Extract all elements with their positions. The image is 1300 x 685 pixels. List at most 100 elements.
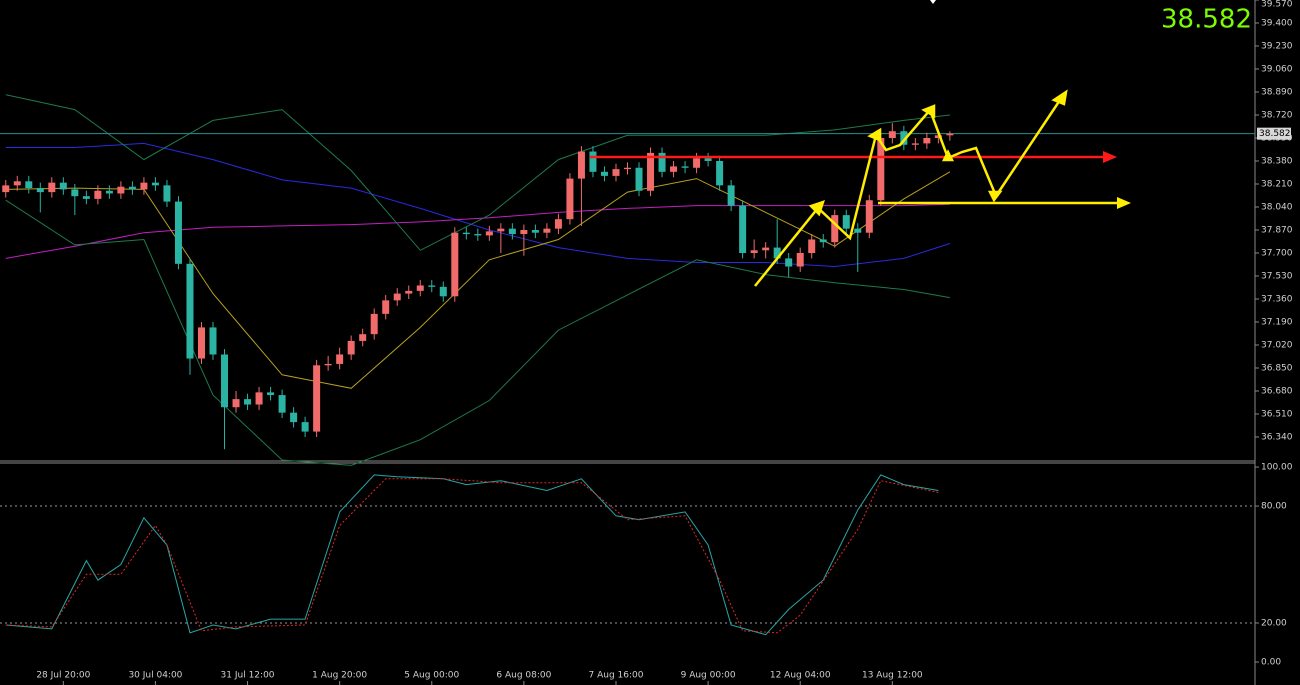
- candle-body: [900, 131, 908, 145]
- candle-body: [600, 171, 608, 176]
- candle-body: [267, 392, 275, 396]
- candle-body: [462, 232, 470, 235]
- arrow-head: [808, 200, 825, 217]
- candle-body: [82, 196, 90, 199]
- y-tick-label: 39.230: [1261, 42, 1293, 52]
- candle-body: [151, 182, 159, 186]
- candle-body: [128, 186, 136, 190]
- y-tick-label: 36.510: [1261, 410, 1293, 420]
- drawings: [590, 0, 1131, 287]
- x-tick-label: 6 Aug 08:00: [496, 671, 551, 681]
- arrow-head: [987, 190, 1003, 203]
- candle-body: [773, 247, 781, 259]
- candle-body: [946, 133, 954, 136]
- candle-body: [865, 200, 873, 233]
- candle-body: [716, 161, 724, 186]
- candle-body: [232, 399, 240, 408]
- candle-body: [301, 422, 309, 432]
- candle-body: [428, 285, 436, 287]
- projection-path: [754, 99, 1062, 287]
- candle-body: [278, 395, 286, 413]
- candle-body: [647, 152, 655, 191]
- candle-body: [36, 188, 44, 193]
- candle-body: [474, 234, 482, 236]
- candle-body: [140, 182, 148, 190]
- candle-body: [831, 215, 839, 243]
- candle-body: [497, 228, 505, 232]
- candle-body: [670, 166, 678, 172]
- candle-body: [359, 334, 367, 341]
- y-tick-label: 37.360: [1261, 295, 1293, 305]
- arrow-head: [1103, 151, 1117, 163]
- candle-body: [197, 327, 205, 359]
- candle-body: [554, 219, 562, 229]
- candle-body: [819, 239, 827, 243]
- candle-body: [785, 258, 793, 267]
- candle-body: [934, 135, 942, 138]
- y-tick-label: 36.850: [1261, 364, 1293, 374]
- candle-body: [313, 365, 321, 432]
- current-price: 38.582: [1161, 5, 1252, 35]
- candle-body: [393, 293, 401, 301]
- candle-body: [71, 189, 79, 197]
- candle-body: [255, 392, 263, 405]
- candle-body: [762, 247, 770, 251]
- candle-body: [2, 185, 10, 193]
- candle-body: [911, 143, 919, 145]
- x-tick-label: 1 Aug 20:00: [312, 671, 367, 681]
- y-tick-label: 36.680: [1261, 387, 1293, 397]
- y-tick-label: 0.00: [1261, 657, 1281, 667]
- candle-body: [612, 169, 620, 176]
- candle-body: [347, 340, 355, 355]
- candle-body: [336, 354, 344, 364]
- candle-body: [221, 354, 229, 408]
- oscillator-panel: [0, 474, 1255, 636]
- candle-body: [589, 151, 597, 172]
- x-tick-label: 13 Aug 12:00: [862, 671, 923, 681]
- candle-body: [624, 167, 631, 170]
- y-tick-label: 38.380: [1261, 157, 1293, 167]
- candle-body: [163, 185, 171, 202]
- candle-body: [750, 250, 758, 253]
- candle-body: [13, 181, 21, 186]
- candle-body: [405, 290, 413, 294]
- candle-body: [59, 182, 67, 190]
- candle-body: [324, 363, 332, 366]
- y-tick-label: 37.530: [1261, 272, 1293, 282]
- price-panel: [0, 94, 1255, 466]
- x-tick-label: 28 Jul 20:00: [36, 671, 90, 681]
- candle-body: [877, 138, 885, 201]
- candle-body: [531, 230, 539, 233]
- arrow-head: [1051, 89, 1068, 106]
- candle-body: [842, 215, 850, 229]
- arrow-head: [921, 104, 936, 119]
- price-box-label: 38.582: [1259, 129, 1291, 139]
- marker: [930, 0, 936, 4]
- candle-body: [635, 167, 643, 191]
- candle-body: [48, 182, 56, 193]
- candle-body: [439, 286, 447, 297]
- y-tick-label: 100.00: [1261, 463, 1293, 473]
- y-tick-label: 80.00: [1261, 502, 1287, 512]
- arrow-head: [867, 127, 882, 142]
- indicator-line: [5, 474, 939, 636]
- candle-body: [693, 158, 701, 168]
- y-tick-label: 38.210: [1261, 180, 1293, 190]
- candle-body: [566, 178, 574, 220]
- y-tick-label: 39.570: [1261, 0, 1293, 10]
- x-tick-label: 9 Aug 00:00: [681, 671, 736, 681]
- y-tick-label: 39.060: [1261, 65, 1293, 75]
- y-tick-label: 37.870: [1261, 226, 1293, 236]
- candle-body: [520, 230, 528, 235]
- y-tick-label: 39.400: [1261, 19, 1293, 29]
- candle-body: [854, 228, 862, 233]
- y-tick-label: 37.700: [1261, 249, 1293, 259]
- arrow-head: [1117, 197, 1131, 209]
- candle-body: [923, 138, 931, 144]
- candle-body: [117, 186, 125, 194]
- indicator-line: [5, 199, 950, 466]
- candle-body: [727, 185, 735, 206]
- candle-body: [382, 300, 390, 314]
